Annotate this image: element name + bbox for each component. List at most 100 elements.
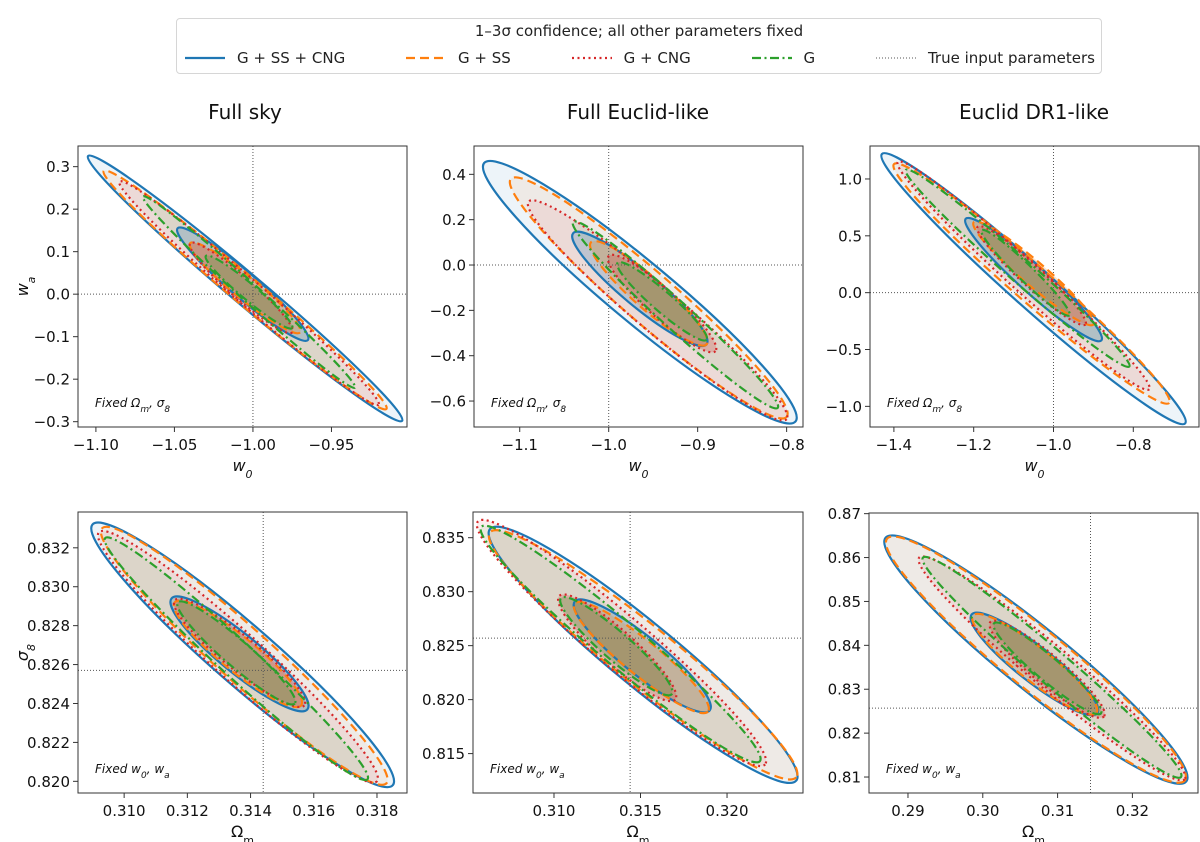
fixed-parameters-annotation: Fixed Ωm, σ8 [887,396,962,415]
y-tick-label: 0.83 [828,681,861,699]
text-part: Ω [627,822,639,841]
panel-6: 0.29 0.30 0.31 0.32 0.87 0.86 0.85 0.84 0.83 0.82… [828,505,1199,842]
y-tick-label: 1.0 [838,170,862,188]
contour-fill-inner [993,622,1102,715]
x-axis-label: w0 [232,456,252,481]
subscript: 0 [246,468,253,481]
plot-area [870,146,1199,427]
x-tick-label: −1.0 [1035,436,1071,454]
legend-line-swatch [751,56,792,60]
subscript: 8 [956,405,962,415]
contour-fill-outer [103,170,387,410]
legend-line-swatch [185,56,225,60]
legend-label: True input parameters [927,49,1095,67]
x-tick-label: −0.95 [308,436,354,454]
contour-fill-outer [100,526,388,785]
contour-fill-inner [981,229,1070,316]
text-part: Fixed w [886,762,932,776]
subscript: a [25,276,38,283]
text-part: Fixed Ω [491,396,537,410]
legend-entry: True input parameters [874,49,1095,67]
x-tick-label: 0.316 [292,802,335,820]
subscript: a [559,771,565,781]
contour-inner-g [559,595,674,697]
x-axis-label: Ωm [231,822,254,842]
y-tick-label: 0.825 [422,637,465,655]
legend-line-swatch [406,56,447,60]
x-axis-label: Ωm [627,822,650,842]
axes-frame [77,511,408,794]
x-tick-label: −1.0 [590,436,626,454]
contour-fill-outer [476,519,767,767]
text-part: w [232,456,246,475]
contour-outer-g-ss [99,525,389,786]
contour-fill-outer [897,161,1150,390]
y-tick-label: 0.828 [27,617,70,635]
fixed-parameters-annotation: Fixed w0, wa [886,762,961,781]
contour-fill-inner [173,598,306,708]
y-tick-label: 0.5 [838,227,862,245]
contour-inner-g-ss-cng [169,595,310,713]
plot-area [473,512,803,793]
text-part: , σ [149,396,165,410]
contour-fill-inner [590,241,708,346]
y-tick-label: 0.87 [828,505,861,523]
contour-fill-inner [205,255,293,329]
x-axis-label: w0 [628,456,648,481]
x-tick-label: −0.8 [768,436,804,454]
y-tick-label: 0.832 [27,539,70,557]
contour-fill-outer [893,163,1170,404]
subscript: a [164,771,170,781]
contour-inner-g [616,260,709,342]
y-tick-label: 0.3 [46,158,70,176]
x-axis-label: Ωm [1022,822,1045,842]
y-tick-label: 0.820 [422,691,465,709]
contour-outer-g [141,195,357,390]
contour-inner-g-ss [971,612,1099,716]
subscript: 0 [1038,468,1045,481]
text-part: Ω [231,822,243,841]
y-tick-label: 0.830 [422,583,465,601]
contour-fill-outer [922,556,1182,778]
contour-outer-g-cng [96,529,380,784]
text-part: w [628,456,642,475]
contour-fill-outer [572,221,779,409]
contour-inner-g-cng [172,597,307,709]
subscript: m [932,405,941,415]
x-tick-label: 0.310 [533,802,576,820]
y-tick-label: 0.0 [442,257,466,275]
y-axis-label: σ8 [13,644,38,661]
contour-inner-g [992,621,1103,716]
legend: 1–3σ confidence; all other parameters fi… [176,18,1102,74]
x-tick-label: 0.312 [166,802,209,820]
contour-inner-g-ss [188,241,302,335]
x-tick-label: −0.9 [679,436,715,454]
x-tick-label: −1.05 [151,436,197,454]
contour-fill-inner [173,600,303,708]
contour-inner-g [980,228,1071,317]
subscript: m [639,834,650,842]
x-tick-label: 0.30 [966,802,999,820]
column-title-euclid-dr1: Euclid DR1-like [959,100,1109,124]
text-part: , w [938,762,956,776]
legend-title: 1–3σ confidence; all other parameters fi… [474,22,804,40]
x-tick-label: 0.31 [1041,802,1074,820]
y-tick-label: −0.6 [430,393,466,411]
panel-4: 0.310 0.312 0.314 0.316 0.318 0.832 0.830 0.828… [13,511,408,842]
contour-fill-inner [970,612,1099,716]
panel-1: −1.10 −1.05 −1.00 −0.95 0.3 0.2 0.1 0.0 −0.1 −0.2… [13,145,408,481]
contour-fill-inner [972,613,1098,715]
y-tick-label: 0.81 [828,769,861,787]
y-tick-label: 0.85 [828,593,861,611]
contour-outer-g-ss [487,529,799,781]
text-part: Ω [1022,822,1034,841]
contour-fill-inner [572,231,708,346]
fixed-parameters-annotation: Fixed w0, wa [95,762,170,781]
contour-outer-g [103,536,370,782]
contour-fill-outer [885,536,1186,783]
x-tick-label: 0.314 [229,802,272,820]
contour-outer-g-ss-cng [481,159,798,425]
plot-area [78,146,407,427]
legend-label: G + CNG [623,49,691,67]
contour-inner-g-cng [988,619,1106,719]
